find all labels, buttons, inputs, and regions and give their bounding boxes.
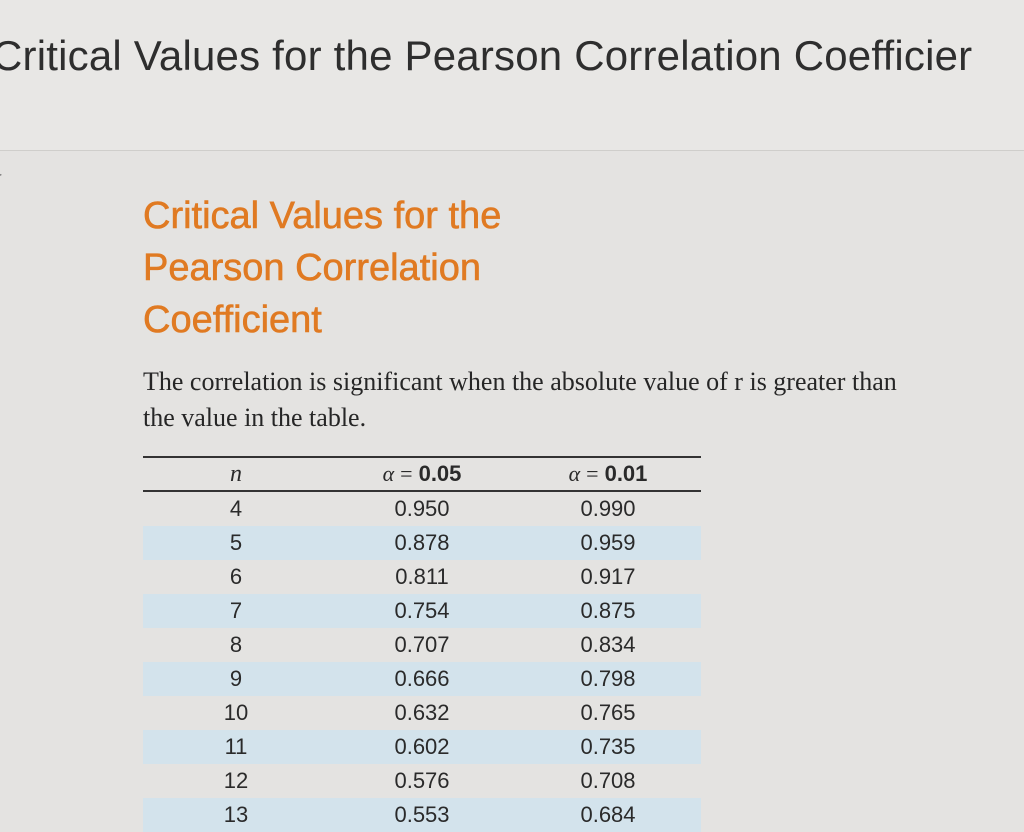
cell-alpha-05: 0.878 <box>394 530 450 555</box>
cell-alpha-01: 0.735 <box>580 734 636 759</box>
cell-n: 9 <box>229 666 243 691</box>
table-row: 6 0.811 0.917 <box>143 560 701 594</box>
column-header-alpha-05: α = 0.05 <box>329 457 515 491</box>
column-header-alpha-01: α = 0.01 <box>515 457 701 491</box>
cell-alpha-05: 0.811 <box>395 564 449 589</box>
table-row: 7 0.754 0.875 <box>143 594 701 628</box>
alpha-05-equals: = <box>400 461 413 486</box>
cell-alpha-05: 0.602 <box>394 734 450 759</box>
cell-alpha-05: 0.632 <box>394 700 450 725</box>
table-row: 12 0.576 0.708 <box>143 764 701 798</box>
critical-values-table: n α = 0.05 α = 0.01 4 0.950 0.990 5 0.878 0.… <box>143 456 701 832</box>
column-header-n-label: n <box>230 460 242 487</box>
cell-n: 10 <box>223 700 249 725</box>
alpha-05-value: 0.05 <box>418 461 462 486</box>
alpha-05-symbol: α <box>382 461 395 486</box>
section-heading-line-1: Critical Values for the <box>143 195 502 238</box>
cell-alpha-05: 0.950 <box>394 496 450 521</box>
cell-alpha-05: 0.707 <box>394 632 450 657</box>
cell-alpha-01: 0.990 <box>580 496 636 521</box>
cell-n: 4 <box>229 496 243 521</box>
table-row: 5 0.878 0.959 <box>143 526 701 560</box>
page-title: Critical Values for the Pearson Correlat… <box>0 32 973 79</box>
cell-n: 5 <box>229 530 243 555</box>
table-row: 9 0.666 0.798 <box>143 662 701 696</box>
table-row: 11 0.602 0.735 <box>143 730 701 764</box>
cell-alpha-01: 0.959 <box>580 530 636 555</box>
cell-alpha-01: 0.765 <box>580 700 636 725</box>
table-row: 13 0.553 0.684 <box>143 798 701 832</box>
cell-n: 8 <box>229 632 243 657</box>
table-header: n α = 0.05 α = 0.01 <box>143 457 701 491</box>
table-row: 4 0.950 0.990 <box>143 491 701 526</box>
section-heading-line-2: Pearson Correlation <box>143 247 482 290</box>
cell-alpha-05: 0.754 <box>394 598 450 623</box>
table-body: 4 0.950 0.990 5 0.878 0.959 6 0.811 0.91… <box>143 491 701 832</box>
cell-n: 11 <box>224 734 248 759</box>
cell-n: 13 <box>223 802 249 827</box>
column-header-n: n <box>143 457 329 491</box>
cell-alpha-01: 0.917 <box>580 564 636 589</box>
cell-n: 7 <box>229 598 243 623</box>
cell-n: 6 <box>229 564 243 589</box>
section-heading-line-3: Coefficient <box>143 299 322 342</box>
cell-alpha-01: 0.875 <box>580 598 636 623</box>
side-marker-icon: ▸ <box>0 164 2 184</box>
section-heading: Critical Values for the Pearson Correlat… <box>143 190 613 346</box>
table-row: 8 0.707 0.834 <box>143 628 701 662</box>
alpha-01-equals: = <box>586 461 599 486</box>
alpha-01-value: 0.01 <box>604 461 648 486</box>
cell-alpha-05: 0.576 <box>394 768 450 793</box>
cell-alpha-01: 0.834 <box>580 632 636 657</box>
cell-alpha-05: 0.553 <box>394 802 450 827</box>
section-description: The correlation is significant when the … <box>143 367 897 432</box>
main-content: Critical Values for the Pearson Correlat… <box>143 190 943 832</box>
table-header-row: n α = 0.05 α = 0.01 <box>143 457 701 491</box>
table-row: 10 0.632 0.765 <box>143 696 701 730</box>
cell-alpha-05: 0.666 <box>394 666 450 691</box>
cell-alpha-01: 0.684 <box>580 802 636 827</box>
cell-alpha-01: 0.708 <box>580 768 636 793</box>
alpha-01-symbol: α <box>568 461 581 486</box>
cell-n: 12 <box>223 768 249 793</box>
page-header: Critical Values for the Pearson Correlat… <box>0 0 1024 151</box>
cell-alpha-01: 0.798 <box>580 666 636 691</box>
